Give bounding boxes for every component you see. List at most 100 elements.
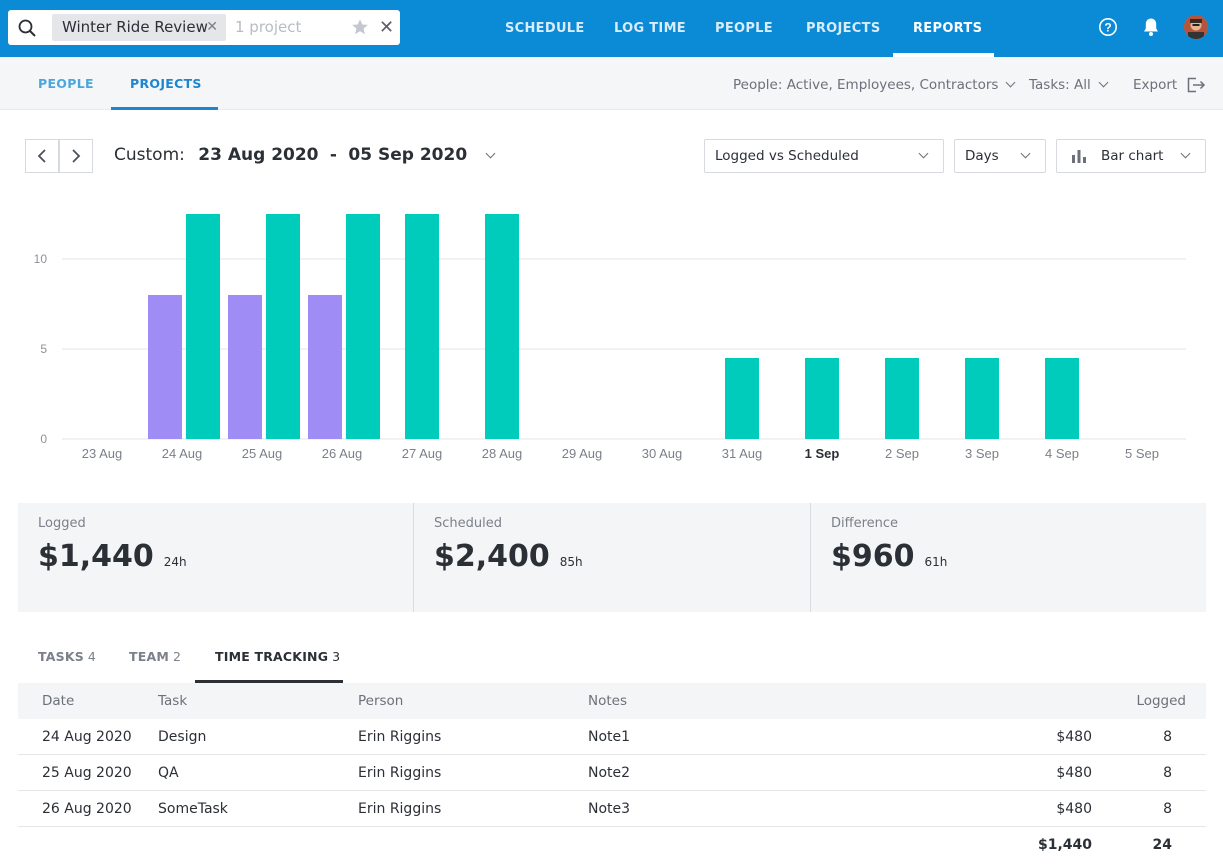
help-icon[interactable]: ?	[1098, 17, 1118, 37]
logged-bar	[308, 295, 342, 439]
search-chip[interactable]: Winter Ride Review ✕	[52, 14, 226, 41]
chevron-down-icon	[1180, 148, 1191, 159]
logged-vs-scheduled-chart: 0 5 10 23 Aug 24 Aug 25 Aug 26 Aug 27 Aug 28 Aug…	[34, 214, 1186, 461]
logged-summary-card: Logged $1,440 24h	[18, 503, 413, 612]
x-tick-label: 3 Sep	[965, 446, 999, 461]
star-icon[interactable]	[351, 18, 369, 36]
row-hours: 8	[1163, 801, 1172, 817]
logged-bar	[228, 295, 262, 439]
row-amount: $480	[1056, 801, 1092, 817]
tab-team[interactable]: TEAM 2	[129, 649, 181, 664]
scheduled-bar	[346, 214, 380, 439]
nav-log-time[interactable]: LOG TIME	[614, 21, 686, 36]
col-logged[interactable]: Logged	[1136, 693, 1186, 709]
chevron-down-icon	[918, 148, 929, 159]
range-end: 05 Sep 2020	[348, 145, 468, 165]
search-input[interactable]: 1 project	[235, 18, 302, 36]
tab-tasks-count: 4	[87, 649, 97, 664]
table-row[interactable]: 24 Aug 2020 Design Erin Riggins Note1 $4…	[18, 719, 1206, 755]
chevron-down-icon	[1098, 77, 1109, 88]
export-icon[interactable]	[1186, 77, 1206, 93]
clear-search-icon[interactable]: ✕	[379, 17, 395, 38]
row-date: 26 Aug 2020	[42, 801, 132, 817]
project-search[interactable]: Winter Ride Review ✕ 1 project ✕	[8, 10, 400, 45]
row-notes: Note2	[588, 765, 631, 781]
interval-select[interactable]: Days	[954, 139, 1046, 173]
report-subnav: PEOPLE PROJECTS People: Active, Employee…	[0, 57, 1223, 110]
scheduled-bar	[405, 214, 439, 439]
scheduled-bar	[805, 358, 839, 439]
x-tick-label: 1 Sep	[805, 446, 840, 461]
scheduled-summary-card: Scheduled $2,400 85h	[414, 503, 810, 612]
people-filter-label: People: Active, Employees, Contractors	[733, 77, 999, 93]
tab-time-count: 3	[332, 649, 341, 664]
export-button[interactable]: Export	[1133, 57, 1177, 113]
bell-icon[interactable]	[1142, 17, 1160, 37]
metric-select[interactable]: Logged vs Scheduled	[704, 139, 944, 173]
scheduled-bar	[266, 214, 300, 439]
scheduled-amount: $2,400	[434, 539, 550, 574]
x-tick-label: 23 Aug	[82, 446, 123, 461]
x-tick-label: 24 Aug	[162, 446, 203, 461]
user-avatar[interactable]	[1184, 15, 1208, 39]
table-row[interactable]: 26 Aug 2020 SomeTask Erin Riggins Note3 …	[18, 791, 1206, 827]
metric-select-value: Logged vs Scheduled	[715, 148, 859, 164]
next-period-button[interactable]	[59, 139, 93, 173]
row-hours: 8	[1163, 765, 1172, 781]
scheduled-bar	[885, 358, 919, 439]
row-task: SomeTask	[158, 801, 228, 817]
nav-reports[interactable]: REPORTS	[913, 21, 983, 36]
x-tick-label: 28 Aug	[482, 446, 523, 461]
y-tick-label: 5	[40, 342, 47, 356]
chevron-down-icon	[485, 148, 496, 159]
table-row[interactable]: 25 Aug 2020 QA Erin Riggins Note2 $480 8	[18, 755, 1206, 791]
row-person: Erin Riggins	[358, 729, 442, 745]
scheduled-bar	[965, 358, 999, 439]
col-notes[interactable]: Notes	[588, 693, 627, 709]
logged-amount: $1,440	[38, 539, 154, 574]
x-tick-label: 31 Aug	[722, 446, 763, 461]
row-person: Erin Riggins	[358, 801, 442, 817]
subtab-active-indicator	[111, 107, 218, 110]
col-person[interactable]: Person	[358, 693, 404, 709]
x-tick-label: 26 Aug	[322, 446, 363, 461]
nav-schedule[interactable]: SCHEDULE	[505, 21, 585, 36]
logged-bar	[148, 295, 182, 439]
y-tick-label: 10	[34, 252, 48, 266]
nav-active-indicator	[893, 53, 994, 57]
x-tick-label: 2 Sep	[885, 446, 919, 461]
row-hours: 8	[1163, 729, 1172, 745]
col-task[interactable]: Task	[158, 693, 188, 709]
row-date: 24 Aug 2020	[42, 729, 132, 745]
chevron-down-icon	[1005, 77, 1016, 88]
tab-people-report[interactable]: PEOPLE	[38, 76, 94, 91]
difference-label: Difference	[831, 516, 899, 531]
logged-hours: 24h	[163, 555, 187, 569]
nav-people[interactable]: PEOPLE	[715, 21, 773, 36]
export-label: Export	[1133, 77, 1178, 93]
tab-projects-report[interactable]: PROJECTS	[130, 76, 202, 91]
nav-projects[interactable]: PROJECTS	[806, 21, 881, 36]
date-range-picker[interactable]: Custom: 23 Aug 2020 - 05 Sep 2020	[114, 145, 496, 165]
row-date: 25 Aug 2020	[42, 765, 132, 781]
table-header: Date Task Person Notes Logged	[18, 683, 1206, 719]
tab-tasks[interactable]: TASKS 4	[38, 649, 96, 664]
row-amount: $480	[1056, 765, 1092, 781]
scheduled-hours: 85h	[559, 555, 583, 569]
col-date[interactable]: Date	[42, 693, 75, 709]
interval-select-value: Days	[965, 148, 999, 164]
card-divider	[413, 503, 414, 612]
difference-summary-card: Difference $960 61h	[811, 503, 1206, 612]
chip-remove-icon[interactable]: ✕	[206, 19, 218, 35]
total-hours: 24	[1152, 837, 1172, 853]
search-chip-label: Winter Ride Review	[62, 18, 208, 36]
tasks-filter-dropdown[interactable]: Tasks: All	[1029, 57, 1109, 113]
tab-time-tracking[interactable]: TIME TRACKING 3	[215, 649, 340, 664]
x-tick-label: 5 Sep	[1125, 446, 1159, 461]
prev-period-button[interactable]	[25, 139, 59, 173]
tasks-filter-label: Tasks: All	[1029, 77, 1091, 93]
people-filter-dropdown[interactable]: People: Active, Employees, Contractors	[733, 57, 1016, 113]
x-tick-label: 4 Sep	[1045, 446, 1079, 461]
range-start: 23 Aug 2020	[198, 145, 319, 165]
chart-type-select[interactable]: Bar chart	[1056, 139, 1206, 173]
